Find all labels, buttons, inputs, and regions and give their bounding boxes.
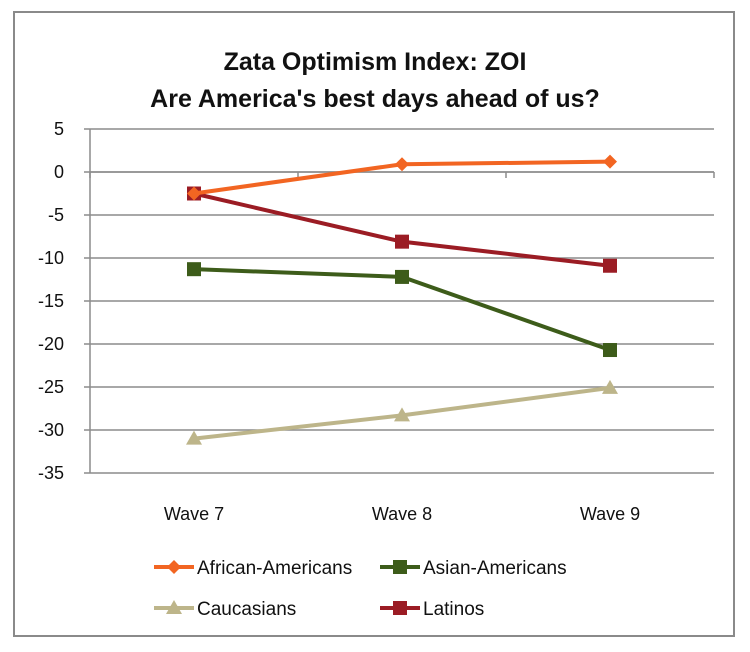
series-line (193, 191, 611, 268)
data-point (186, 430, 202, 445)
y-tick-label: -25 (38, 377, 64, 397)
series-african-americans (187, 154, 617, 201)
data-point (395, 234, 409, 249)
x-tick-label: Wave 8 (372, 504, 432, 524)
legend-label: African-Americans (197, 558, 352, 579)
chart-frame (13, 11, 735, 637)
data-point (603, 343, 617, 358)
chart-title-line-2: Are America's best days ahead of us? (150, 85, 600, 113)
y-tick-label: -5 (48, 205, 64, 225)
legend-item: Latinos (380, 599, 484, 620)
x-tick-label: Wave 9 (580, 504, 640, 524)
series-caucasians (186, 379, 618, 445)
x-tick-label: Wave 7 (164, 504, 224, 524)
axes (89, 129, 715, 473)
data-point (394, 407, 410, 422)
legend-marker (393, 601, 407, 615)
series-group (186, 154, 618, 445)
y-axis-tick-labels: 5 0 -5 -10 -15 -20 -25 -30 -35 (38, 119, 64, 483)
data-point (395, 269, 409, 284)
legend-item: Asian-Americans (380, 558, 567, 579)
legend-marker (167, 560, 181, 574)
data-point (603, 258, 617, 273)
legend: African-Americans Asian-Americans Caucasia… (154, 558, 567, 620)
data-point (602, 379, 618, 394)
data-point (187, 186, 201, 201)
legend-label: Caucasians (197, 599, 296, 620)
legend-item: African-Americans (154, 558, 352, 579)
y-tick-label: -10 (38, 248, 64, 268)
y-tick-label: -35 (38, 463, 64, 483)
legend-marker (166, 600, 182, 614)
data-point (603, 154, 617, 169)
gridlines (84, 128, 714, 474)
series-asian-americans (187, 262, 617, 358)
legend-marker (393, 560, 407, 574)
chart-title-line-1: Zata Optimism Index: ZOI (224, 48, 527, 76)
x-axis-tick-labels: Wave 7 Wave 8 Wave 9 (164, 504, 640, 524)
data-point (395, 157, 409, 172)
data-point (187, 262, 201, 277)
y-tick-label: -30 (38, 420, 64, 440)
y-tick-label: 0 (54, 162, 64, 182)
series-latinos (187, 186, 617, 273)
y-tick-label: -15 (38, 291, 64, 311)
y-tick-label: -20 (38, 334, 64, 354)
y-tick-label: 5 (54, 119, 64, 139)
legend-item: Caucasians (154, 599, 296, 620)
legend-label: Latinos (423, 599, 484, 620)
legend-label: Asian-Americans (423, 558, 567, 579)
